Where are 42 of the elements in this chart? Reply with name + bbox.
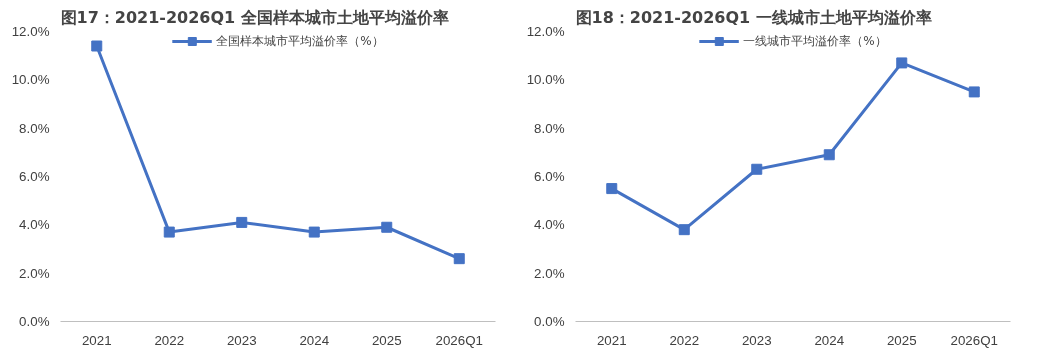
x-tick-label: 2021	[81, 332, 112, 348]
x-tick-label: 2024	[814, 332, 845, 348]
legend-label: 全国样本城市平均溢价率（%）	[216, 32, 384, 50]
y-tick-label: 0.0%	[534, 314, 565, 329]
y-tick-label: 2.0%	[19, 265, 50, 281]
point	[678, 224, 690, 236]
chart-title: 图17：2021-2026Q1 全国样本城市土地平均溢价率	[60, 7, 449, 27]
point	[91, 40, 103, 52]
x-tick-label: 2024	[299, 332, 330, 348]
y-tick-label: 12.0%	[526, 24, 565, 39]
x-tick-label: 2023	[226, 332, 257, 348]
y-tick-label: 4.0%	[19, 217, 50, 233]
point	[606, 183, 618, 195]
chart-title: 图18：2021-2026Q1 一线城市土地平均溢价率	[575, 7, 932, 27]
x-tick-label: 2025	[371, 332, 402, 348]
y-tick-label: 8.0%	[19, 120, 50, 136]
x-tick-label: 2022	[669, 332, 700, 348]
point	[751, 163, 763, 175]
x-tick-label: 2021	[596, 332, 627, 348]
x-tick-label: 2026Q1	[435, 332, 483, 348]
y-tick-label: 4.0%	[534, 217, 565, 233]
y-tick-label: 8.0%	[534, 120, 565, 136]
x-tick-label: 2023	[741, 332, 772, 348]
y-tick-label: 0.0%	[19, 314, 50, 329]
x-tick-label: 2022	[154, 332, 185, 348]
y-tick-label: 10.0%	[526, 72, 565, 88]
legend-label: 一线城市平均溢价率（%）	[743, 32, 887, 50]
y-tick-label: 10.0%	[11, 72, 50, 88]
point	[236, 216, 248, 228]
point	[896, 57, 908, 69]
y-tick-label: 12.0%	[11, 24, 50, 39]
point	[308, 226, 320, 238]
point	[163, 226, 175, 238]
x-tick-label: 2025	[886, 332, 917, 348]
x-tick-label: 2026Q1	[950, 332, 998, 348]
point	[381, 221, 393, 233]
point	[453, 253, 465, 265]
y-tick-label: 6.0%	[534, 169, 565, 184]
y-tick-label: 2.0%	[534, 265, 565, 281]
y-tick-label: 6.0%	[19, 169, 50, 184]
point	[823, 149, 835, 161]
point	[968, 86, 980, 98]
